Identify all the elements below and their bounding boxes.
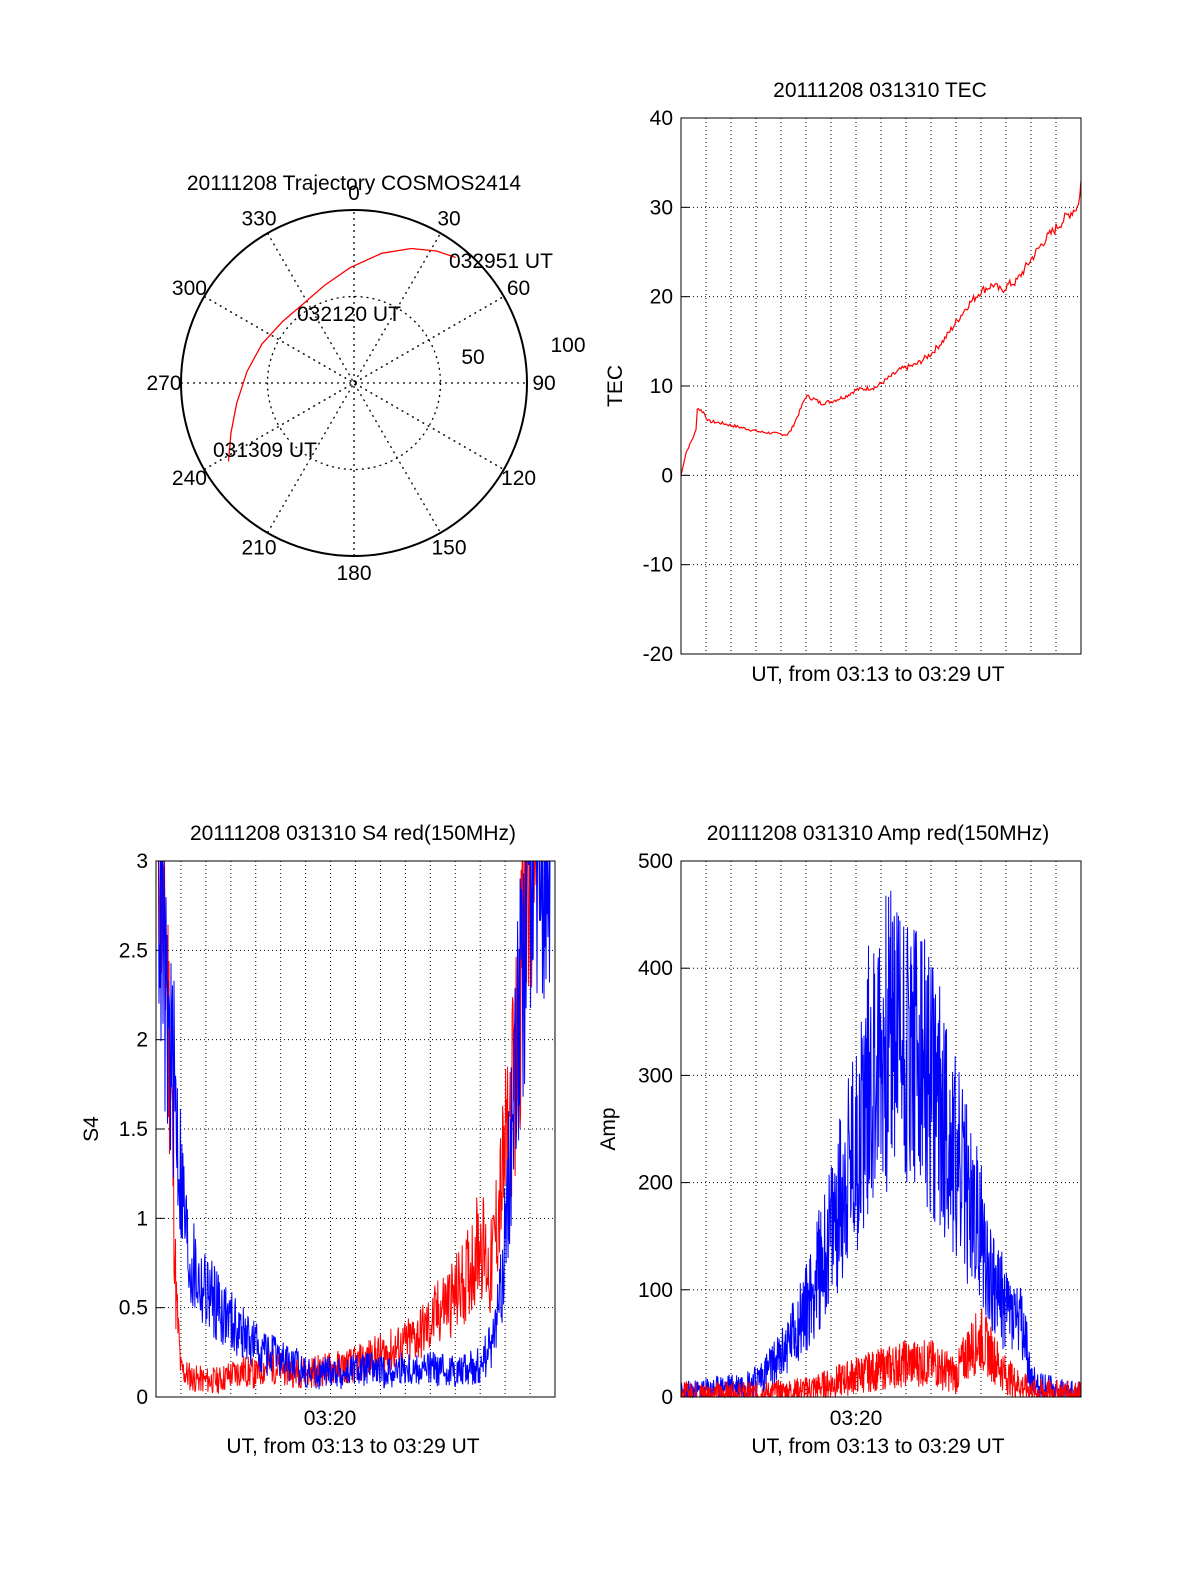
y-tick-label: 0 xyxy=(661,1386,673,1409)
polar-spoke xyxy=(203,295,505,471)
y-tick-label: 20 xyxy=(650,286,673,309)
amp-series-line xyxy=(680,1308,1082,1399)
amp-x-axis-label: UT, from 03:13 to 03:29 UT xyxy=(751,1435,1004,1458)
s4-plot-frame xyxy=(155,860,556,1398)
y-tick-label: 100 xyxy=(638,1279,673,1302)
y-tick-label: 40 xyxy=(650,107,673,130)
tec-x-axis-label: UT, from 03:13 to 03:29 UT xyxy=(751,663,1004,686)
polar-azimuth-label: 60 xyxy=(507,277,530,300)
tec-plot-frame xyxy=(680,117,1082,655)
y-tick-label: 1.5 xyxy=(119,1118,148,1141)
polar-azimuth-label: 150 xyxy=(431,537,466,560)
y-tick-label: 30 xyxy=(650,196,673,219)
tec-grid xyxy=(681,118,1081,654)
y-tick-label: 0 xyxy=(136,1386,148,1409)
y-tick-label: 1 xyxy=(136,1207,148,1230)
polar-azimuth-label: 0 xyxy=(348,182,360,205)
trajectory-end-label: 032951 UT xyxy=(449,250,553,273)
amp-chart: 20111208 031310 Amp red(150MHz) 500 400 30… xyxy=(597,822,1082,1458)
y-tick-label: 2 xyxy=(136,1029,148,1052)
amp-series xyxy=(680,890,1082,1399)
y-tick-label: 2.5 xyxy=(119,939,148,962)
amp-plot-frame xyxy=(680,860,1082,1398)
polar-azimuth-label: 30 xyxy=(437,207,460,230)
s4-x-tick-label: 03:20 xyxy=(304,1407,357,1430)
y-tick-label: 10 xyxy=(650,375,673,398)
s4-series xyxy=(158,860,551,1394)
y-tick-label: 0 xyxy=(661,464,673,487)
y-tick-label: 400 xyxy=(638,957,673,980)
polar-chart-title: 20111208 Trajectory COSMOS2414 xyxy=(187,172,522,195)
s4-y-axis-label: S4 xyxy=(80,1116,103,1142)
polar-azimuth-labels: 0 30 60 90 120 150 180 210 240 270 300 330 xyxy=(146,182,555,585)
polar-grid xyxy=(180,209,528,557)
y-tick-label: -10 xyxy=(643,554,673,577)
polar-azimuth-label: 300 xyxy=(172,277,207,300)
polar-azimuth-label: 180 xyxy=(336,562,371,585)
amp-chart-title: 20111208 031310 Amp red(150MHz) xyxy=(707,822,1049,845)
y-tick-label: 200 xyxy=(638,1172,673,1195)
amp-x-tick-label: 03:20 xyxy=(830,1407,883,1430)
s4-series-line xyxy=(158,860,541,1394)
trajectory-mid-label: 032120 UT xyxy=(297,303,401,326)
polar-azimuth-label: 240 xyxy=(172,467,207,490)
s4-chart: 20111208 031310 S4 red(150MHz) 3 2.5 2 1.5 1… xyxy=(80,822,556,1458)
polar-trajectory-chart: 20111208 Trajectory COSMOS2414 0 30 60 90 12… xyxy=(146,172,585,585)
s4-x-axis-label: UT, from 03:13 to 03:29 UT xyxy=(226,1435,479,1458)
polar-spoke xyxy=(266,232,442,534)
polar-spoke xyxy=(203,295,505,471)
polar-azimuth-label: 120 xyxy=(501,467,536,490)
y-tick-label: 0.5 xyxy=(119,1297,148,1320)
polar-trajectory-line xyxy=(227,247,456,462)
tec-y-axis-label: TEC xyxy=(604,365,627,407)
polar-radial-label: 100 xyxy=(550,334,585,357)
y-tick-label: 300 xyxy=(638,1064,673,1087)
trajectory-start-label: 031309 UT xyxy=(213,439,317,462)
polar-azimuth-label: 90 xyxy=(532,372,555,395)
polar-radial-label: 50 xyxy=(461,346,484,369)
polar-azimuth-label: 210 xyxy=(241,537,276,560)
y-tick-label: -20 xyxy=(643,643,673,666)
y-tick-label: 500 xyxy=(638,850,673,873)
amp-series-line xyxy=(680,890,1081,1399)
tec-chart-title: 20111208 031310 TEC xyxy=(773,79,987,102)
s4-series-line xyxy=(158,860,551,1390)
polar-azimuth-label: 330 xyxy=(241,207,276,230)
polar-spoke xyxy=(266,232,442,534)
amp-y-tick-labels: 500 400 300 200 100 0 xyxy=(638,850,689,1409)
tec-series-line xyxy=(680,180,1082,476)
tec-y-tick-labels: 40 30 20 10 0 -10 -20 xyxy=(643,107,689,666)
y-tick-label: 3 xyxy=(136,850,148,873)
polar-radial-labels: 50 100 xyxy=(461,334,585,369)
polar-azimuth-label: 270 xyxy=(146,372,181,395)
s4-chart-title: 20111208 031310 S4 red(150MHz) xyxy=(190,822,516,845)
amp-y-axis-label: Amp xyxy=(597,1107,620,1150)
